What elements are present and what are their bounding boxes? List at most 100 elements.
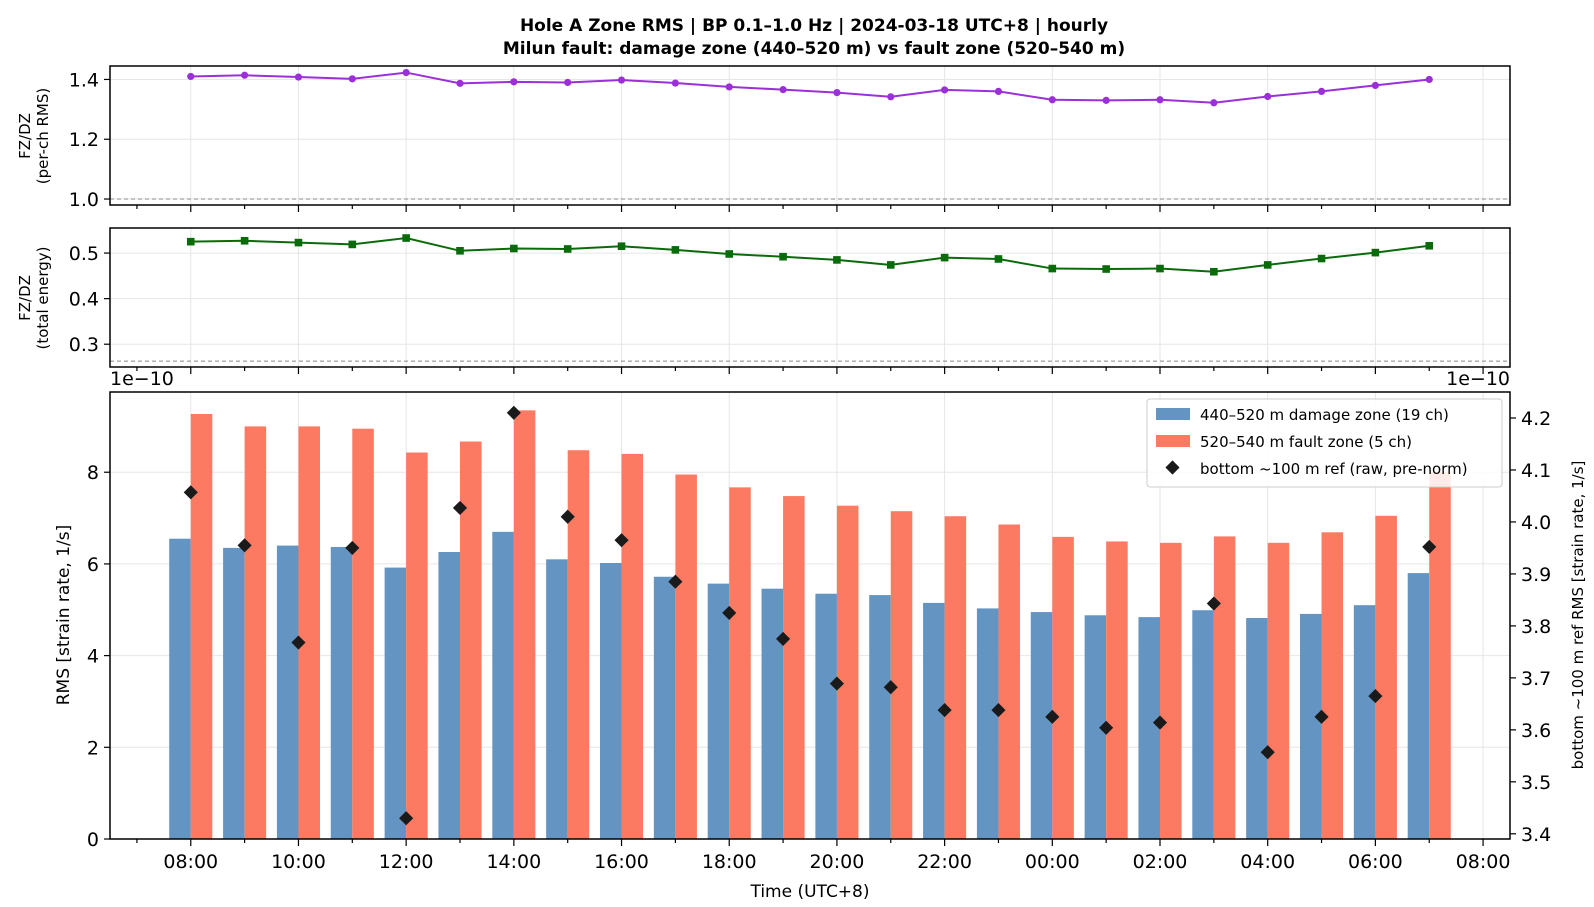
legend-frame [1146, 398, 1503, 488]
bar-damage-zone [223, 547, 245, 839]
bar-damage-zone [761, 588, 784, 839]
y-tick-label: 0 [87, 829, 99, 851]
data-point [725, 250, 734, 258]
y-tick-label: 1.0 [69, 189, 99, 211]
data-point [1263, 261, 1272, 269]
bar-fault-zone [1052, 536, 1074, 839]
data-point [1048, 264, 1057, 273]
panel-ratio-rms-ylabel-1: FZ/DZ [16, 113, 34, 159]
x-tick-label: 20:00 [810, 851, 865, 873]
x-tick-label: 02:00 [1133, 851, 1188, 873]
data-point [1102, 265, 1110, 273]
y-tick-label: 6 [87, 554, 99, 576]
bar-damage-zone [276, 545, 299, 839]
legend-marker-ref [1165, 460, 1180, 475]
data-point [240, 236, 249, 245]
data-point [294, 73, 303, 81]
x-tick-label: 08:00 [1456, 851, 1511, 873]
series-line [190, 237, 1430, 273]
legend-label-damage: 440–520 m damage zone (19 ch) [1200, 406, 1449, 424]
bar-fault-zone [190, 414, 213, 839]
panel-ratio-rms: 1.0 1.2 1.4 FZ/DZ (per-ch RMS) [16, 65, 1511, 212]
y-tick-label-right: 3.6 [1521, 720, 1551, 742]
bar-fault-zone [836, 505, 859, 839]
x-tick-label: 08:00 [163, 851, 218, 873]
ref-marker [937, 703, 952, 718]
bar-fault-zone [783, 496, 805, 839]
y-tick-label: 0.4 [69, 289, 99, 311]
bar-damage-zone [384, 567, 407, 839]
y-axis-label-left: RMS [strain rate, 1/s] [54, 525, 74, 706]
bar-fault-zone [1160, 542, 1182, 839]
bar-fault-zone [1106, 541, 1128, 839]
data-point [294, 238, 303, 247]
data-point [617, 76, 626, 84]
ref-marker [1314, 709, 1329, 724]
y-tick-label-right: 3.7 [1521, 668, 1551, 690]
ref-marker [345, 540, 360, 556]
x-tick-label: 18:00 [702, 851, 757, 873]
panel-ratio-energy: 0.3 0.4 0.5 FZ/DZ (total energy) [16, 227, 1511, 374]
data-point [1156, 264, 1164, 273]
ref-marker [399, 811, 414, 826]
data-point [940, 253, 949, 262]
y-tick-label: 8 [87, 462, 99, 484]
ref-marker [1260, 745, 1275, 760]
data-point [510, 78, 518, 86]
y-tick-label-right: 3.5 [1521, 772, 1551, 794]
y-tick-label-right: 3.4 [1521, 824, 1551, 846]
bar-fault-zone [244, 426, 267, 839]
panel-ratio-energy-frame [109, 227, 1511, 368]
ref-marker [991, 703, 1006, 718]
data-point [779, 252, 787, 261]
bar-damage-zone [653, 576, 676, 839]
series-line [190, 71, 1430, 104]
ref-marker [183, 485, 198, 500]
bar-damage-zone [1138, 617, 1160, 839]
bar-damage-zone [1030, 612, 1053, 839]
bar-fault-zone [621, 453, 644, 839]
panel-ratio-energy-ylabel-2: (total energy) [34, 246, 52, 349]
y-tick-label-right: 4.0 [1521, 512, 1551, 534]
data-point [1317, 87, 1326, 96]
data-point [510, 244, 518, 253]
legend: 440–520 m damage zone (19 ch) 520–540 m … [1146, 398, 1503, 488]
data-point [617, 242, 626, 251]
ref-marker [722, 605, 737, 620]
ref-marker [237, 538, 252, 553]
data-point [725, 83, 733, 91]
legend-swatch-fault [1156, 435, 1190, 447]
y-axis-label-right: bottom ~100 m ref RMS [strain rate, 1/s] [1569, 461, 1587, 770]
bar-damage-zone [1300, 613, 1322, 839]
bar-damage-zone [1084, 615, 1107, 839]
y-tick-label: 0.5 [69, 243, 99, 265]
ref-marker [1099, 720, 1114, 735]
legend-swatch-damage [1156, 408, 1190, 420]
bar-fault-zone [513, 410, 536, 839]
bar-damage-zone [169, 538, 191, 839]
bar-fault-zone [1375, 515, 1397, 839]
data-point [402, 68, 410, 77]
bar-fault-zone [1429, 472, 1451, 839]
panel-rms-frame [109, 391, 1511, 840]
bar-fault-zone [1267, 542, 1290, 839]
x-tick-label: 22:00 [917, 851, 972, 873]
data-point [1102, 96, 1110, 104]
bar-damage-zone [815, 593, 837, 839]
bar-fault-zone [352, 428, 374, 839]
bar-damage-zone [869, 595, 891, 839]
data-point [994, 255, 1003, 263]
panel-ratio-energy-ylabel-1: FZ/DZ [16, 275, 34, 321]
data-point [1425, 241, 1434, 250]
data-point [1210, 99, 1218, 107]
bar-fault-zone [1213, 536, 1236, 839]
bar-fault-zone [298, 426, 320, 839]
legend-label-fault: 520–540 m fault zone (5 ch) [1200, 433, 1412, 451]
x-tick-label: 14:00 [486, 851, 541, 873]
x-tick-label: 04:00 [1240, 851, 1295, 873]
bar-damage-zone [438, 552, 460, 839]
y-tick-label: 0.3 [69, 334, 99, 356]
chart-title-line2: Milun fault: damage zone (440–520 m) vs … [503, 39, 1125, 59]
data-point [1048, 96, 1056, 104]
